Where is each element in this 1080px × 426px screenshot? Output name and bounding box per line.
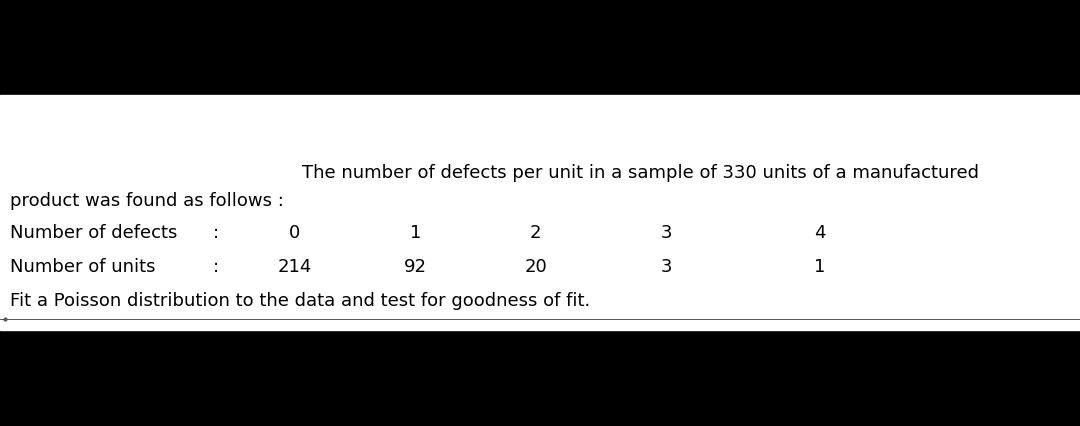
Text: :: : <box>213 223 219 241</box>
Text: Number of units: Number of units <box>10 257 156 275</box>
Text: Fit a Poisson distribution to the data and test for goodness of fit.: Fit a Poisson distribution to the data a… <box>10 291 590 309</box>
Text: 20: 20 <box>524 257 548 275</box>
Text: 2: 2 <box>530 223 541 241</box>
Text: 0: 0 <box>289 223 300 241</box>
Text: Number of defects: Number of defects <box>10 223 177 241</box>
Text: product was found as follows :: product was found as follows : <box>10 191 284 209</box>
Bar <box>0 96 1080 330</box>
Text: 4: 4 <box>814 223 825 241</box>
Text: 92: 92 <box>404 257 428 275</box>
Text: 3: 3 <box>661 223 672 241</box>
Text: :: : <box>213 257 219 275</box>
Text: 1: 1 <box>814 257 825 275</box>
Text: 1: 1 <box>410 223 421 241</box>
Text: 3: 3 <box>661 257 672 275</box>
Text: 214: 214 <box>278 257 312 275</box>
Text: The number of defects per unit in a sample of 330 units of a manufactured: The number of defects per unit in a samp… <box>302 164 978 181</box>
